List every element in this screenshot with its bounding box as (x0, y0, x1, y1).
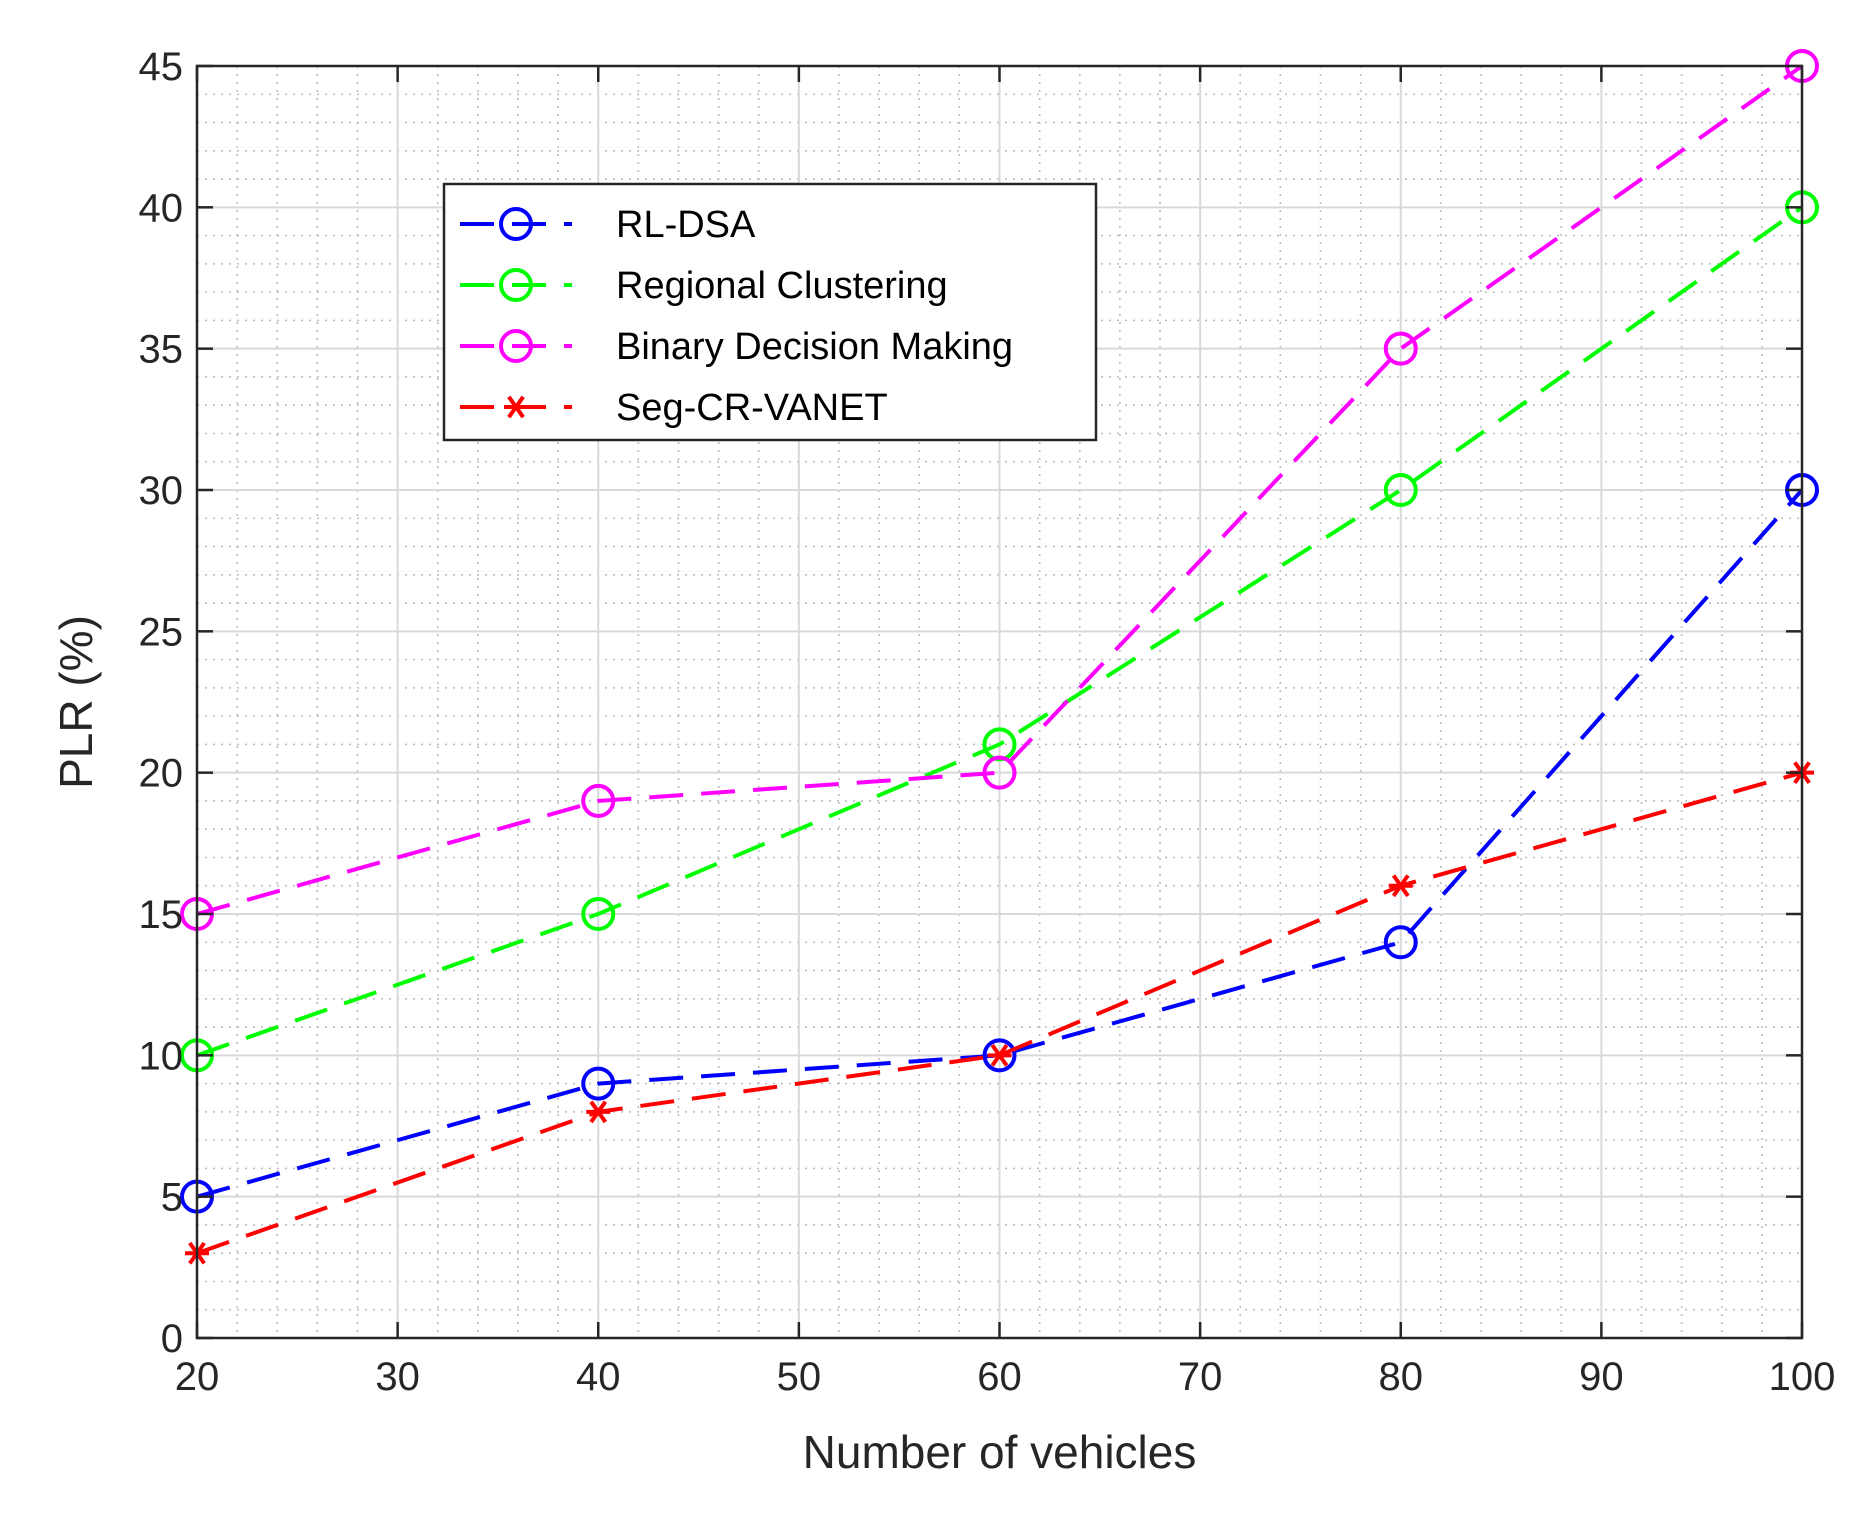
series-line (196, 488, 1804, 1199)
x-tick-label: 100 (1769, 1355, 1836, 1399)
data-point (586, 1100, 611, 1124)
data-point (987, 1043, 1012, 1067)
legend-marker (499, 329, 533, 363)
data-point (1388, 874, 1413, 898)
data-point (982, 755, 1017, 790)
data-point (1383, 473, 1418, 507)
data-point (581, 897, 616, 931)
legend-marker (499, 268, 533, 302)
legend-marker (504, 395, 528, 419)
data-point (581, 783, 616, 818)
y-tick-label: 30 (139, 469, 184, 513)
data-point (1383, 331, 1418, 366)
axis-ticks (195, 64, 1804, 1340)
x-tick-label: 50 (777, 1355, 822, 1399)
y-tick-label: 0 (161, 1317, 183, 1361)
x-axis-label: Number of vehicles (803, 1426, 1197, 1478)
y-tick-label: 25 (139, 610, 184, 654)
legend: RL-DSA Regional Clustering Binary Decision… (442, 182, 1098, 442)
series-line (196, 64, 1804, 916)
y-tick-label: 10 (139, 1034, 184, 1078)
legend-label: Regional Clustering (616, 265, 948, 307)
y-tick-label: 40 (139, 186, 184, 230)
legend-item: RL-DSA (460, 204, 756, 246)
y-tick-label: 5 (161, 1176, 183, 1220)
data-point (1383, 925, 1418, 960)
legend-box (442, 182, 1098, 442)
y-tick-label: 20 (139, 752, 184, 796)
legend-label: RL-DSA (616, 204, 756, 246)
series-line (196, 770, 1803, 1256)
legend-label: Binary Decision Making (616, 326, 1013, 368)
data-point (581, 1066, 616, 1101)
legend-item: Regional Clustering (460, 265, 948, 307)
legend-item: Binary Decision Making (460, 326, 1013, 368)
series-line (196, 205, 1804, 1058)
x-tick-label: 30 (375, 1355, 420, 1399)
x-tick-label: 70 (1178, 1355, 1223, 1399)
asterisk-stroke (1391, 874, 1410, 898)
legend-label: Seg-CR-VANET (616, 387, 888, 429)
asterisk-stroke (589, 1100, 608, 1124)
x-tick-label: 20 (175, 1355, 220, 1399)
x-tick-label: 90 (1579, 1355, 1624, 1399)
y-tick-labels: 0 5 10 15 20 25 30 35 40 45 (139, 45, 184, 1361)
series-layer (180, 49, 1819, 1265)
y-tick-label: 35 (139, 328, 184, 372)
x-tick-labels: 20 30 40 50 60 70 80 90 100 (175, 1355, 1836, 1399)
asterisk-stroke (990, 1043, 1009, 1067)
minor-grid (197, 66, 1802, 1338)
legend-item: Seg-CR-VANET (460, 387, 888, 429)
x-tick-label: 80 (1379, 1355, 1424, 1399)
legend-marker (499, 207, 533, 241)
asterisk-stroke (507, 395, 525, 419)
y-axis-label: PLR (%) (50, 615, 102, 789)
data-point (982, 1038, 1017, 1073)
x-tick-label: 40 (576, 1355, 621, 1399)
x-tick-label: 60 (977, 1355, 1022, 1399)
y-tick-label: 45 (139, 45, 184, 89)
y-tick-label: 15 (139, 893, 184, 937)
